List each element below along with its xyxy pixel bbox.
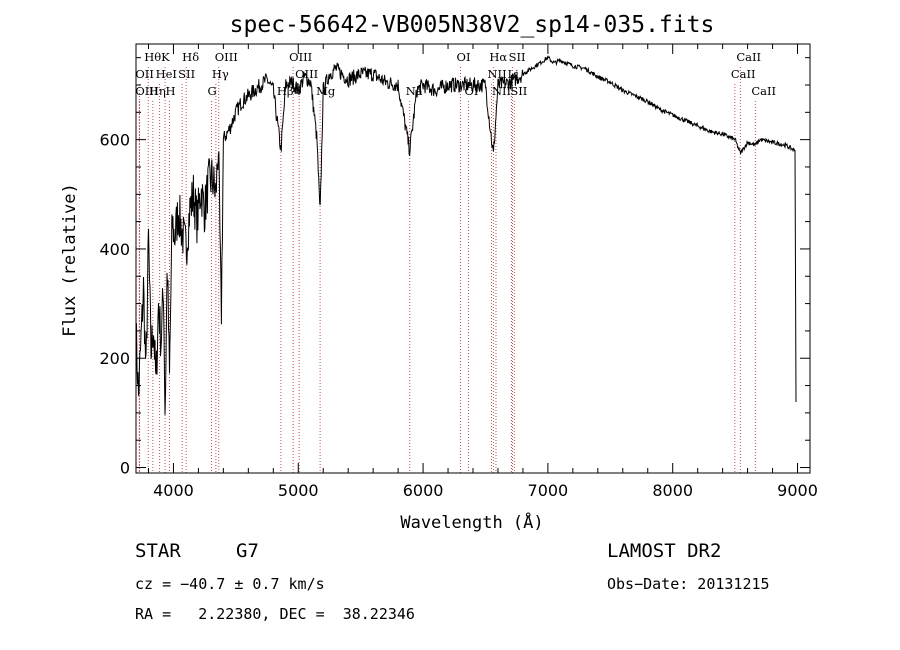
line-label-sii: SII: [509, 50, 526, 64]
line-label-hη: Hη: [149, 84, 166, 98]
survey-name: LAMOST DR2: [607, 540, 722, 562]
y-tick-label: 200: [99, 349, 130, 368]
chart-title: spec-56642-VB005N38V2_sp14-035.fits: [230, 12, 715, 38]
x-tick-label: 7000: [528, 481, 569, 500]
line-label-g: G: [208, 84, 217, 98]
object-subclass: G7: [236, 540, 259, 562]
object-class: STAR: [135, 540, 181, 562]
y-tick-label: 600: [99, 131, 130, 150]
line-label-oiii: OIII: [289, 50, 312, 64]
observation-date: Obs−Date: 20131215: [607, 575, 770, 593]
y-tick-label: 0: [120, 459, 130, 478]
line-label-nii: NII: [492, 84, 511, 98]
plot-frame: [135, 43, 811, 474]
axis-ticks: [136, 44, 810, 473]
coordinates: RA = 2.22380, DEC = 38.22346: [135, 605, 415, 623]
line-label-oi: OI: [457, 50, 471, 64]
line-label-caii: CaII: [751, 84, 776, 98]
line-label-oiii: OIII: [295, 67, 318, 81]
y-tick-label: 400: [99, 240, 130, 259]
line-label-h: H: [165, 84, 175, 98]
x-tick-label: 6000: [403, 481, 444, 500]
x-tick-label: 8000: [652, 481, 693, 500]
y-axis-label: Flux (relative): [60, 183, 80, 337]
x-tick-label: 5000: [278, 481, 319, 500]
line-label-hei: HeI: [156, 67, 177, 81]
line-label-sii: SII: [510, 84, 527, 98]
line-label-li: Li: [507, 67, 519, 81]
line-label-hδ: Hδ: [182, 50, 199, 64]
line-label-hα: Hα: [489, 50, 507, 64]
line-label-hγ: Hγ: [212, 67, 229, 81]
line-label-oii: OII: [135, 67, 154, 81]
redshift-velocity: cz = −40.7 ± 0.7 km/s: [135, 575, 325, 593]
x-tick-label: 4000: [153, 481, 194, 500]
line-label-oiii: OIII: [135, 84, 158, 98]
line-label-nii: NII: [487, 67, 506, 81]
line-label-caii: CaII: [731, 67, 756, 81]
line-label-hθ: Hθ: [144, 50, 161, 64]
x-axis-label: Wavelength (Å): [400, 511, 543, 533]
line-id-markers: [138, 67, 756, 473]
axis-tick-labels: 4000 5000 6000 7000 8000 9000 0 200 400 600: [99, 131, 817, 500]
line-label-mg: Mg: [316, 84, 336, 98]
spectrum-series-line: [135, 55, 797, 415]
line-label-sii: SII: [178, 67, 195, 81]
line-label-oiii: OIII: [215, 50, 238, 64]
line-label-k: K: [161, 50, 170, 64]
line-label-caii: CaII: [736, 50, 761, 64]
x-tick-label: 9000: [777, 481, 818, 500]
